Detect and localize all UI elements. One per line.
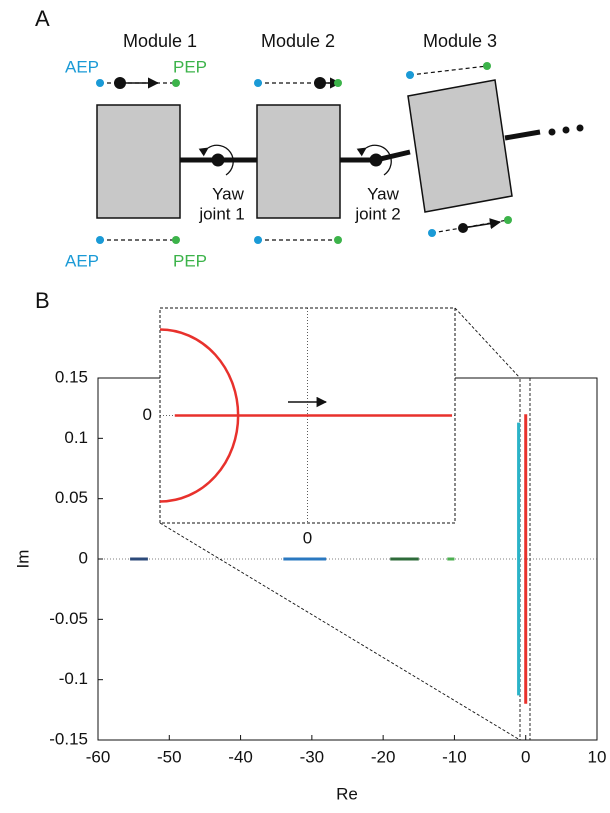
- y-tick-label: -0.05: [49, 609, 88, 628]
- y-tick-label: 0.15: [55, 367, 88, 386]
- y-axis-label: Im: [13, 550, 32, 569]
- x-tick-label: -20: [371, 747, 396, 766]
- x-tick-label: 10: [588, 747, 607, 766]
- joint-label: joint 2: [354, 204, 400, 223]
- module-label: Module 1: [123, 31, 197, 51]
- x-tick-label: -10: [442, 747, 467, 766]
- diagram-shapes: [96, 62, 584, 244]
- module-label: Module 3: [423, 31, 497, 51]
- y-tick-label: 0.05: [55, 488, 88, 507]
- pep-label: PEP: [173, 57, 207, 76]
- y-tick-label: -0.15: [49, 729, 88, 748]
- y-tick-label: 0.1: [64, 428, 88, 447]
- inset-y-tick-label: 0: [143, 405, 152, 424]
- pep-label: PEP: [173, 251, 207, 270]
- inset-x-tick-label: 0: [303, 528, 312, 547]
- module-label: Module 2: [261, 31, 335, 51]
- panel-a: A Module 1 Module 2 Module 3 AEP PEP AEP…: [35, 6, 584, 270]
- aep-label: AEP: [65, 57, 99, 76]
- panel-label: B: [35, 288, 50, 313]
- aep-label: AEP: [65, 251, 99, 270]
- y-tick-label: -0.1: [59, 669, 88, 688]
- x-tick-label: -30: [300, 747, 325, 766]
- y-tick-label: 0: [79, 548, 88, 567]
- x-axis-label: Re: [336, 784, 358, 803]
- x-tick-label: -60: [86, 747, 111, 766]
- joint-label: Yaw: [367, 184, 400, 203]
- joint-label: Yaw: [212, 184, 245, 203]
- x-tick-label: 0: [521, 747, 530, 766]
- panel-label: A: [35, 6, 50, 31]
- x-tick-label: -50: [157, 747, 182, 766]
- x-tick-label: -40: [228, 747, 253, 766]
- joint-label: joint 1: [198, 204, 244, 223]
